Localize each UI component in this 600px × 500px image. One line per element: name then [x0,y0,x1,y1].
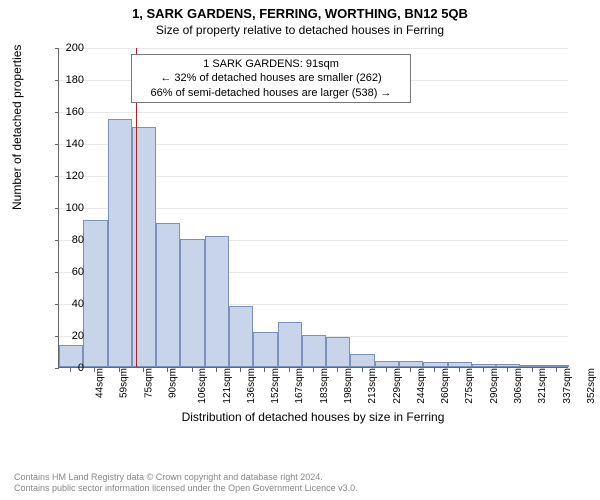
histogram-bar [205,236,229,367]
x-tick-label: 106sqm [197,368,208,404]
x-tick-mark [216,368,217,372]
x-tick-mark [459,368,460,372]
histogram-bar [302,335,326,367]
y-tick-label: 140 [54,138,84,150]
histogram-bar [326,337,350,367]
x-axis-label: Distribution of detached houses by size … [58,410,568,424]
histogram-bar [496,364,520,367]
histogram-bar [278,322,302,367]
histogram-bar [253,332,277,367]
footer-text: Contains HM Land Registry data © Crown c… [14,472,358,495]
x-tick-mark [313,368,314,372]
y-axis-label: Number of detached properties [10,45,24,210]
x-tick-label: 290sqm [489,368,500,404]
x-tick-label: 44sqm [95,368,106,398]
x-tick-mark [483,368,484,372]
x-tick-label: 337sqm [562,368,573,404]
histogram-bar [520,365,544,367]
x-tick-label: 306sqm [513,368,524,404]
y-tick-label: 20 [54,330,84,342]
y-tick-label: 40 [54,298,84,310]
x-tick-label: 260sqm [440,368,451,404]
x-tick-label: 321sqm [537,368,548,404]
x-tick-mark [94,368,95,372]
y-tick-label: 0 [54,362,84,374]
x-tick-mark [240,368,241,372]
x-tick-label: 121sqm [222,368,233,404]
x-tick-mark [143,368,144,372]
x-tick-label: 167sqm [295,368,306,404]
histogram-bar [375,361,399,367]
x-tick-label: 90sqm [168,368,179,398]
chart-title: 1, SARK GARDENS, FERRING, WORTHING, BN12… [0,0,600,21]
histogram-bar [108,119,132,367]
x-tick-mark [337,368,338,372]
histogram-bar [229,306,253,367]
x-tick-label: 229sqm [392,368,403,404]
chart-subtitle: Size of property relative to detached ho… [0,21,600,37]
histogram-bar [156,223,180,367]
x-tick-label: 244sqm [416,368,427,404]
y-tick-label: 160 [54,106,84,118]
histogram-bar [350,354,374,367]
x-tick-label: 152sqm [270,368,281,404]
histogram-bar [448,362,472,367]
y-tick-label: 60 [54,266,84,278]
y-tick-label: 120 [54,170,84,182]
annotation-line-1: 1 SARK GARDENS: 91sqm [138,57,404,71]
annotation-line-2: ← 32% of detached houses are smaller (26… [138,71,404,85]
x-tick-mark [289,368,290,372]
x-tick-mark [167,368,168,372]
x-tick-mark [386,368,387,372]
x-tick-mark [532,368,533,372]
histogram-bar [423,362,447,367]
x-tick-label: 136sqm [246,368,257,404]
annotation-box: 1 SARK GARDENS: 91sqm← 32% of detached h… [131,54,411,103]
x-tick-label: 75sqm [143,368,154,398]
x-tick-mark [434,368,435,372]
x-tick-mark [192,368,193,372]
histogram-bar [472,364,496,367]
y-tick-label: 180 [54,74,84,86]
chart-container: 1, SARK GARDENS, FERRING, WORTHING, BN12… [0,0,600,500]
x-tick-label: 198sqm [343,368,354,404]
plot-area: 1 SARK GARDENS: 91sqm← 32% of detached h… [58,48,568,368]
x-tick-mark [410,368,411,372]
y-tick-label: 100 [54,202,84,214]
histogram-bar [180,239,204,367]
x-tick-mark [507,368,508,372]
histogram-bar [545,365,569,367]
x-tick-label: 352sqm [586,368,597,404]
x-tick-label: 59sqm [119,368,130,398]
x-tick-mark [556,368,557,372]
chart-area: 1 SARK GARDENS: 91sqm← 32% of detached h… [58,48,568,408]
x-tick-label: 213sqm [367,368,378,404]
y-tick-label: 80 [54,234,84,246]
x-tick-mark [264,368,265,372]
histogram-bar [399,361,423,367]
annotation-line-3: 66% of semi-detached houses are larger (… [138,86,404,100]
footer-line-1: Contains HM Land Registry data © Crown c… [14,472,358,483]
histogram-bar [83,220,107,367]
footer-line-2: Contains public sector information licen… [14,483,358,494]
x-tick-label: 275sqm [465,368,476,404]
x-tick-label: 183sqm [319,368,330,404]
x-tick-mark [119,368,120,372]
x-tick-mark [362,368,363,372]
y-tick-label: 200 [54,42,84,54]
